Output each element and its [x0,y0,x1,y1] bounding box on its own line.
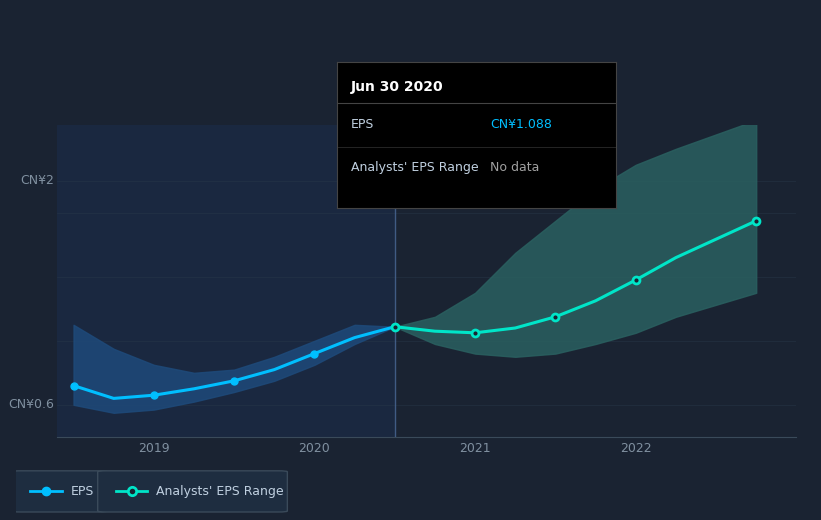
Text: CN¥1.088: CN¥1.088 [490,118,552,131]
Text: CN¥0.6: CN¥0.6 [8,398,54,411]
Bar [395,125,796,437]
Text: Jun 30 2020: Jun 30 2020 [351,80,443,94]
FancyBboxPatch shape [11,471,107,512]
Text: CN¥2: CN¥2 [21,174,54,187]
Text: No data: No data [490,161,539,174]
Text: Actual: Actual [347,136,387,149]
Text: EPS: EPS [71,485,94,498]
FancyBboxPatch shape [98,471,287,512]
Text: EPS: EPS [351,118,374,131]
Text: Analysts Forecasts: Analysts Forecasts [403,136,519,149]
Bar [57,125,395,437]
Text: Analysts' EPS Range: Analysts' EPS Range [351,161,478,174]
Text: Analysts' EPS Range: Analysts' EPS Range [157,485,284,498]
